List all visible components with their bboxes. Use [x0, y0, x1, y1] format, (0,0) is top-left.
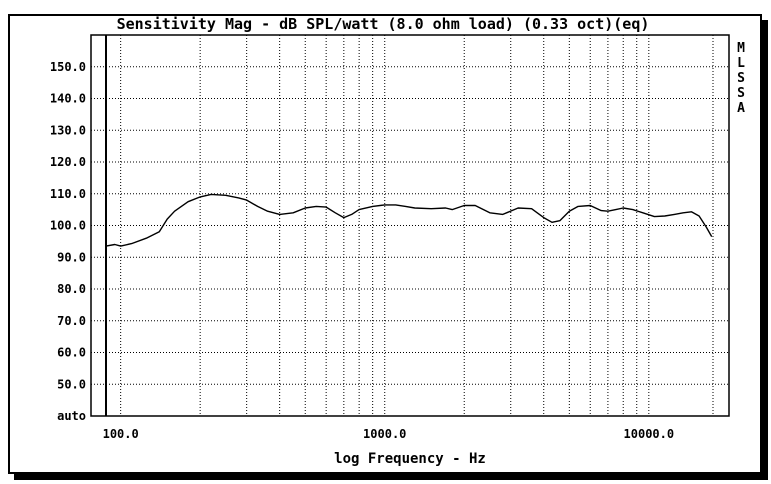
y-tick-label: 70.0 [57, 314, 86, 328]
x-tick-label: 100.0 [103, 427, 139, 441]
plot-area [90, 34, 730, 417]
series-group [105, 193, 713, 247]
x-tick-label: 10000.0 [624, 427, 675, 441]
side-label-char: M [737, 41, 745, 56]
x-axis-label: log Frequency - Hz [334, 451, 486, 467]
y-tick-label: 80.0 [57, 282, 86, 296]
y-tick-label: auto [57, 409, 86, 423]
side-label-char: S [737, 71, 745, 86]
tick-labels: 150.0 140.0 130.0 120.0 110.0 100.0 90.0 80.0 70… [50, 60, 674, 441]
series-line [105, 193, 713, 247]
y-tick-label: 120.0 [50, 155, 86, 169]
side-label-char: L [737, 56, 745, 71]
y-tick-label: 150.0 [50, 60, 86, 74]
y-tick-label: 60.0 [57, 346, 86, 360]
window-frame [8, 14, 762, 474]
chart-title: Sensitivity Mag - dB SPL/watt (8.0 ohm l… [117, 15, 650, 33]
y-tick-label: 130.0 [50, 123, 86, 137]
y-tick-label: 50.0 [57, 377, 86, 391]
y-tick-label: 100.0 [50, 219, 86, 233]
y-tick-label: 90.0 [57, 250, 86, 264]
x-tick-label: 1000.0 [363, 427, 406, 441]
y-tick-label: 140.0 [50, 92, 86, 106]
side-label-char: S [737, 86, 745, 101]
side-label-char: A [737, 101, 745, 116]
y-tick-label: 110.0 [50, 187, 86, 201]
grid [91, 35, 729, 416]
